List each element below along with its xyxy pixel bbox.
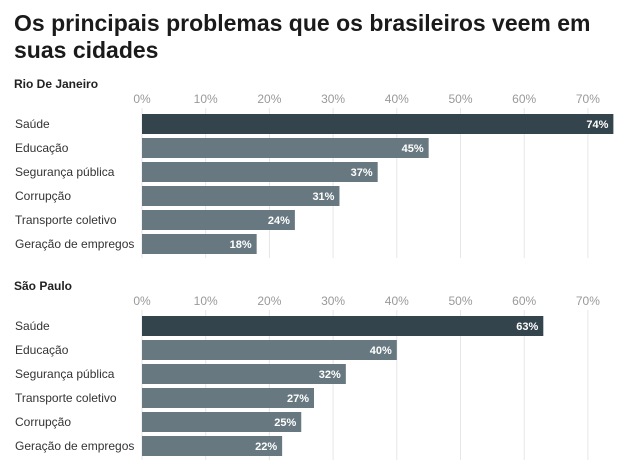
category-label-sao-paulo-3: Transporte coletivo <box>15 391 117 405</box>
bar-sao-paulo-5 <box>142 436 283 456</box>
bar-rio-2 <box>142 162 378 182</box>
x-tick-label-sao-paulo-2: 20% <box>257 294 281 308</box>
x-tick-label-rio-5: 50% <box>448 92 472 106</box>
category-label-rio-5: Geração de empregos <box>15 237 134 251</box>
bar-rio-5 <box>142 234 257 254</box>
category-label-sao-paulo-4: Corrupção <box>15 415 71 429</box>
x-tick-label-rio-1: 10% <box>194 92 218 106</box>
value-label-sao-paulo-1: 40% <box>370 345 392 357</box>
category-label-sao-paulo-2: Segurança pública <box>15 367 115 381</box>
bar-rio-1 <box>142 138 429 158</box>
x-tick-label-sao-paulo-0: 0% <box>133 294 151 308</box>
x-tick-label-sao-paulo-3: 30% <box>321 294 345 308</box>
value-label-rio-2: 37% <box>351 167 373 179</box>
x-tick-label-sao-paulo-4: 40% <box>385 294 409 308</box>
panel-title-rio: Rio De Janeiro <box>14 77 99 91</box>
category-label-rio-4: Transporte coletivo <box>15 213 117 227</box>
x-tick-label-rio-6: 60% <box>512 92 536 106</box>
value-label-sao-paulo-3: 27% <box>287 393 309 405</box>
category-label-rio-0: Saúde <box>15 117 50 131</box>
category-label-rio-3: Corrupção <box>15 189 71 203</box>
value-label-sao-paulo-0: 63% <box>516 321 538 333</box>
value-label-rio-4: 24% <box>268 215 290 227</box>
x-tick-label-rio-0: 0% <box>133 92 151 106</box>
chart-title: Os principais problemas que os brasileir… <box>14 10 591 63</box>
value-label-sao-paulo-4: 25% <box>274 417 296 429</box>
value-label-rio-1: 45% <box>402 143 424 155</box>
bar-sao-paulo-0 <box>142 316 544 336</box>
bar-rio-4 <box>142 210 295 230</box>
category-label-rio-1: Educação <box>15 141 69 155</box>
value-label-rio-5: 18% <box>230 239 252 251</box>
panel-title-sao-paulo: São Paulo <box>14 279 73 293</box>
bar-sao-paulo-3 <box>142 388 314 408</box>
bar-rio-3 <box>142 186 340 206</box>
chart-sao-paulo: 0% 10% 20% 30% 40% 50% 60% 70% Saúde 63% Educação 4… <box>15 294 600 460</box>
bar-rio-0 <box>142 114 614 134</box>
bar-sao-paulo-4 <box>142 412 302 432</box>
bar-sao-paulo-2 <box>142 364 346 384</box>
value-label-rio-0: 74% <box>586 119 608 131</box>
x-tick-label-rio-4: 40% <box>385 92 409 106</box>
x-tick-label-rio-7: 70% <box>576 92 600 106</box>
value-label-sao-paulo-5: 22% <box>255 441 277 453</box>
x-tick-label-sao-paulo-5: 50% <box>448 294 472 308</box>
x-tick-label-rio-3: 30% <box>321 92 345 106</box>
x-tick-label-sao-paulo-6: 60% <box>512 294 536 308</box>
value-label-sao-paulo-2: 32% <box>319 369 341 381</box>
x-tick-label-sao-paulo-7: 70% <box>576 294 600 308</box>
category-label-sao-paulo-5: Geração de empregos <box>15 439 134 453</box>
x-tick-label-sao-paulo-1: 10% <box>194 294 218 308</box>
value-label-rio-3: 31% <box>312 191 334 203</box>
bar-sao-paulo-1 <box>142 340 397 360</box>
category-label-sao-paulo-0: Saúde <box>15 319 50 333</box>
x-tick-label-rio-2: 20% <box>257 92 281 106</box>
category-label-sao-paulo-1: Educação <box>15 343 69 357</box>
category-label-rio-2: Segurança pública <box>15 165 115 179</box>
chart-rio: 0% 10% 20% 30% 40% 50% 60% 70% Saúde 74% Educação 4… <box>15 92 614 258</box>
